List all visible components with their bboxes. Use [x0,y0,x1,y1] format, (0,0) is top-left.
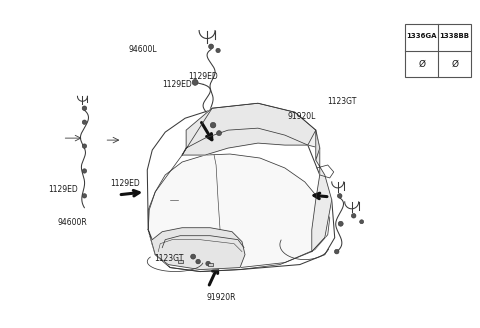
Polygon shape [182,103,320,155]
Circle shape [351,214,356,218]
Circle shape [335,249,339,254]
Text: Ø: Ø [451,59,458,69]
Text: 1336GA: 1336GA [407,33,437,39]
Circle shape [216,48,220,53]
Polygon shape [148,228,245,270]
Circle shape [82,144,87,148]
Polygon shape [312,148,332,252]
Polygon shape [148,154,330,268]
Circle shape [82,194,87,198]
Text: 91920R: 91920R [206,293,236,302]
Text: 1338BB: 1338BB [440,33,469,39]
Text: 94600R: 94600R [57,218,87,227]
Text: 94600L: 94600L [129,45,157,53]
Circle shape [209,44,214,49]
Circle shape [82,169,87,173]
Text: 1129ED: 1129ED [162,80,192,90]
Text: 1129ED: 1129ED [48,185,78,194]
Circle shape [210,122,216,128]
Circle shape [360,220,364,224]
Circle shape [82,120,87,124]
Text: 1129ED: 1129ED [110,179,140,188]
Text: 1123GT: 1123GT [154,254,183,263]
Text: 91920L: 91920L [288,112,316,121]
Bar [405,24,471,77]
Text: 1123GT: 1123GT [327,97,357,107]
Polygon shape [182,103,316,155]
Text: Ø: Ø [418,59,425,69]
Polygon shape [316,130,320,160]
Circle shape [191,254,196,259]
Bar [178,260,183,263]
Circle shape [338,221,343,226]
Text: 1129ED: 1129ED [188,72,218,81]
Bar [207,263,213,266]
Circle shape [192,79,198,85]
Circle shape [82,106,87,111]
Circle shape [337,194,342,198]
Circle shape [196,259,201,264]
Circle shape [216,131,222,135]
Circle shape [206,261,210,266]
